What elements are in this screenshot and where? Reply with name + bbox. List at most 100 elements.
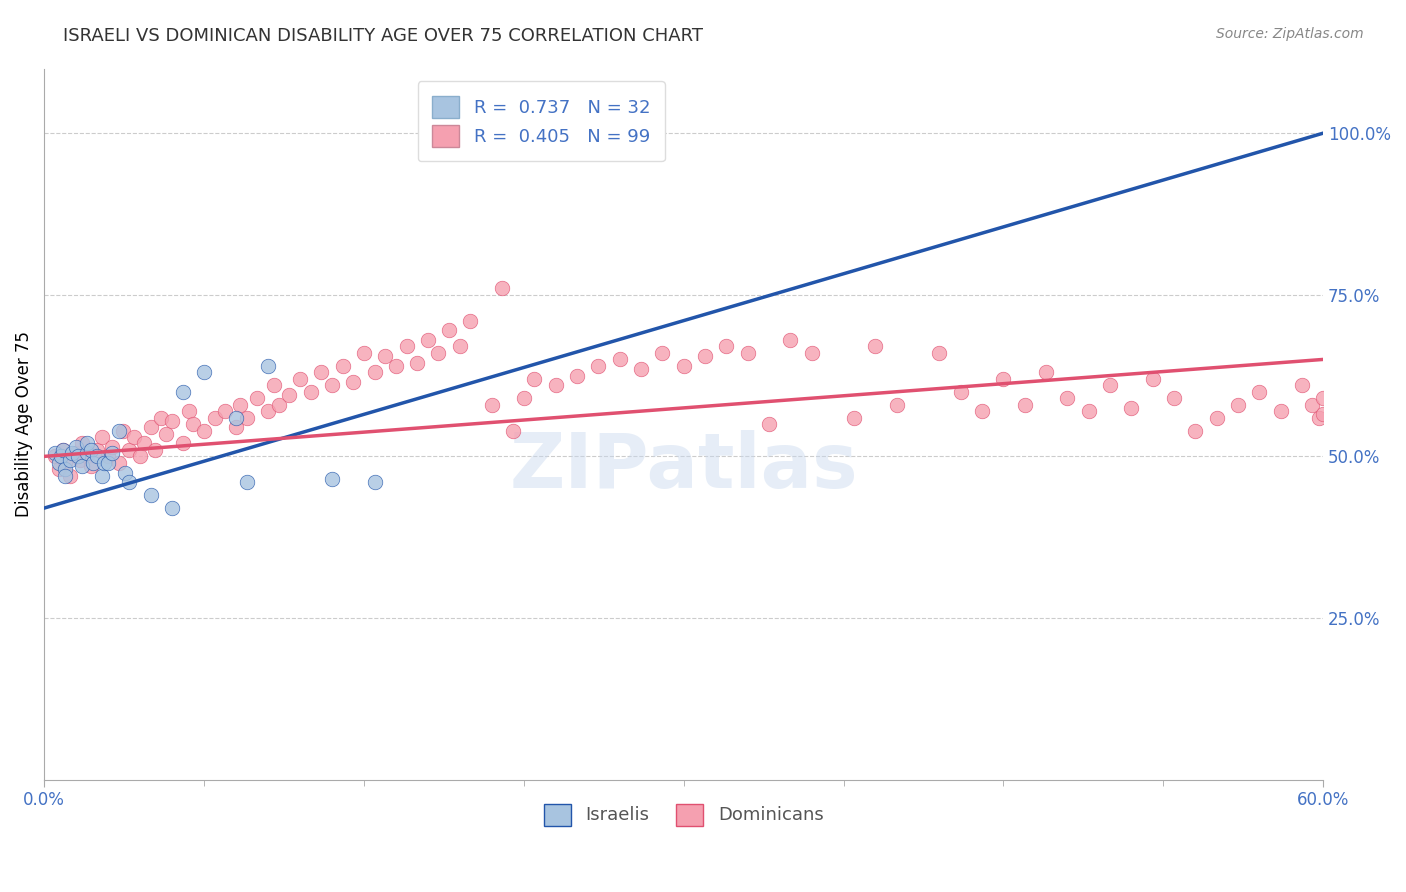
Point <box>651 346 673 360</box>
Point <box>48 462 70 476</box>
Point <box>129 450 152 464</box>
Point <box>737 346 759 360</box>
Point <box>716 339 738 353</box>
Point <box>395 339 418 353</box>
Point <box>65 440 87 454</box>
Point <box>72 459 94 474</box>
Point <box>76 436 98 450</box>
Point <box>55 468 77 483</box>
Point <box>513 391 536 405</box>
Point <box>111 424 134 438</box>
Text: ZIPatlas: ZIPatlas <box>509 430 858 504</box>
Point <box>160 414 183 428</box>
Point <box>1226 398 1249 412</box>
Point <box>193 424 215 438</box>
Point <box>183 417 205 431</box>
Point <box>225 420 247 434</box>
Point <box>800 346 823 360</box>
Point <box>44 446 66 460</box>
Point <box>82 456 104 470</box>
Point <box>449 339 471 353</box>
Point <box>309 365 332 379</box>
Point <box>76 450 98 464</box>
Point <box>193 365 215 379</box>
Point <box>844 410 866 425</box>
Point <box>80 459 103 474</box>
Point <box>143 442 166 457</box>
Point <box>1014 398 1036 412</box>
Point <box>86 442 108 457</box>
Point <box>177 404 200 418</box>
Point <box>1184 424 1206 438</box>
Point <box>235 475 257 490</box>
Point <box>59 452 82 467</box>
Point <box>101 446 124 460</box>
Point <box>970 404 993 418</box>
Point <box>949 384 972 399</box>
Point <box>672 359 695 373</box>
Point <box>155 426 177 441</box>
Point <box>48 456 70 470</box>
Point <box>55 462 77 476</box>
Point <box>55 456 77 470</box>
Point <box>118 475 141 490</box>
Point <box>693 349 716 363</box>
Point <box>437 323 460 337</box>
Point <box>1163 391 1185 405</box>
Point <box>886 398 908 412</box>
Point <box>225 410 247 425</box>
Point <box>1270 404 1292 418</box>
Point <box>139 420 162 434</box>
Point <box>97 456 120 470</box>
Point <box>52 442 75 457</box>
Point <box>267 398 290 412</box>
Point <box>76 446 98 460</box>
Point <box>385 359 408 373</box>
Point <box>523 372 546 386</box>
Point <box>67 450 90 464</box>
Point <box>134 436 156 450</box>
Point <box>353 346 375 360</box>
Point <box>214 404 236 418</box>
Legend: Israelis, Dominicans: Israelis, Dominicans <box>534 795 832 835</box>
Point <box>107 456 129 470</box>
Point <box>1301 398 1323 412</box>
Point <box>321 472 343 486</box>
Point <box>299 384 322 399</box>
Point <box>139 488 162 502</box>
Point <box>263 378 285 392</box>
Point <box>257 404 280 418</box>
Point <box>90 468 112 483</box>
Point <box>865 339 887 353</box>
Point <box>374 349 396 363</box>
Point <box>257 359 280 373</box>
Point <box>51 450 73 464</box>
Point <box>406 356 429 370</box>
Point <box>60 446 83 460</box>
Point <box>229 398 252 412</box>
Point <box>321 378 343 392</box>
Point <box>1312 391 1334 405</box>
Point <box>59 468 82 483</box>
Point <box>1077 404 1099 418</box>
Point <box>363 365 385 379</box>
Point <box>630 362 652 376</box>
Text: ISRAELI VS DOMINICAN DISABILITY AGE OVER 75 CORRELATION CHART: ISRAELI VS DOMINICAN DISABILITY AGE OVER… <box>63 27 703 45</box>
Y-axis label: Disability Age Over 75: Disability Age Over 75 <box>15 331 32 517</box>
Point <box>150 410 173 425</box>
Point <box>1121 401 1143 415</box>
Point <box>491 281 513 295</box>
Point <box>609 352 631 367</box>
Point <box>160 501 183 516</box>
Point <box>332 359 354 373</box>
Point <box>172 384 194 399</box>
Point <box>1249 384 1271 399</box>
Point <box>101 440 124 454</box>
Point <box>93 456 115 470</box>
Point <box>204 410 226 425</box>
Point <box>460 313 482 327</box>
Point <box>86 450 108 464</box>
Point <box>122 430 145 444</box>
Point <box>481 398 503 412</box>
Point <box>80 442 103 457</box>
